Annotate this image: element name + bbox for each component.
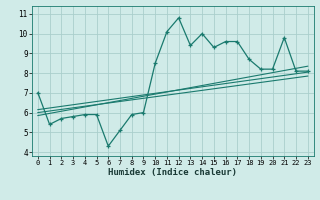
X-axis label: Humidex (Indice chaleur): Humidex (Indice chaleur) [108,168,237,177]
